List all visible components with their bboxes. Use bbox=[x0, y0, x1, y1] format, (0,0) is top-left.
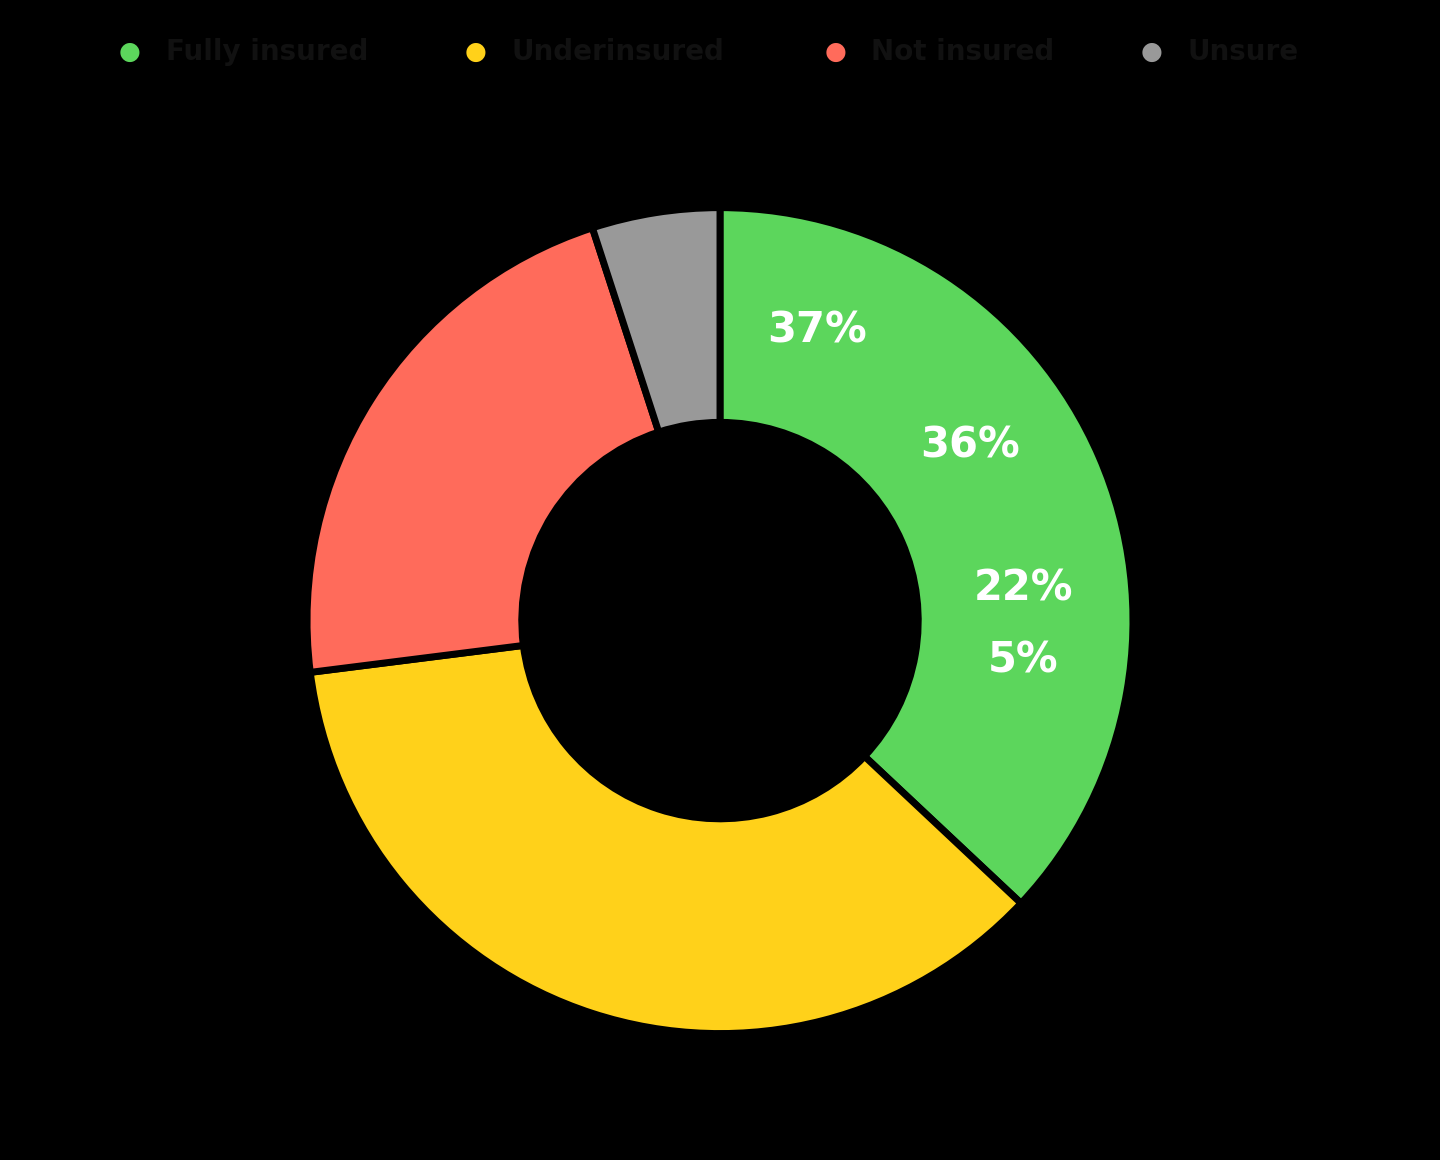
Wedge shape bbox=[720, 208, 1133, 904]
Text: Not insured: Not insured bbox=[871, 38, 1054, 66]
Wedge shape bbox=[592, 208, 720, 432]
Text: Underinsured: Underinsured bbox=[511, 38, 724, 66]
Text: 36%: 36% bbox=[920, 425, 1020, 466]
Wedge shape bbox=[307, 227, 658, 673]
Wedge shape bbox=[310, 645, 1021, 1034]
Text: ●: ● bbox=[118, 41, 141, 64]
Text: Fully insured: Fully insured bbox=[166, 38, 369, 66]
Text: 5%: 5% bbox=[988, 639, 1058, 681]
Text: 🇨🇦: 🇨🇦 bbox=[660, 551, 780, 648]
Text: 37%: 37% bbox=[768, 310, 867, 351]
Text: ●: ● bbox=[1140, 41, 1164, 64]
Text: ●: ● bbox=[464, 41, 487, 64]
Text: ●: ● bbox=[824, 41, 847, 64]
Text: Unsure: Unsure bbox=[1188, 38, 1299, 66]
Text: 22%: 22% bbox=[975, 567, 1074, 610]
